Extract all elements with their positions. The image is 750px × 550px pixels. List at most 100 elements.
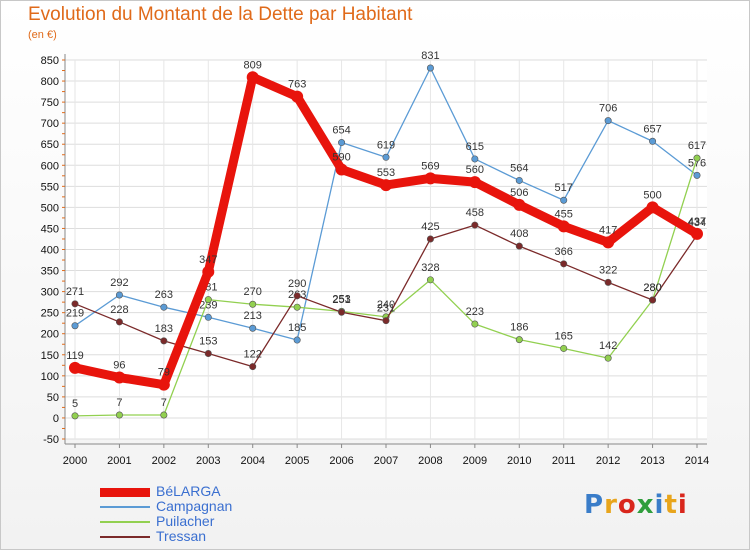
- data-label: 7: [116, 397, 122, 409]
- data-point: [468, 176, 481, 189]
- data-point: [204, 313, 212, 321]
- data-label: 657: [643, 123, 661, 135]
- x-tick-label: 2006: [329, 455, 353, 467]
- data-point: [160, 411, 168, 419]
- x-tick-label: 2013: [640, 455, 664, 467]
- data-point: [471, 320, 479, 328]
- data-label: 322: [599, 264, 617, 276]
- x-tick-label: 2012: [596, 455, 620, 467]
- logo-letter: i: [677, 490, 688, 520]
- x-tick-label: 2002: [152, 455, 176, 467]
- data-point: [382, 153, 390, 161]
- x-tick-label: 2011: [552, 455, 576, 467]
- x-tick-label: 2001: [107, 455, 131, 467]
- data-label: 590: [332, 151, 350, 163]
- data-label: 458: [466, 207, 484, 219]
- data-point: [604, 354, 612, 362]
- data-label: 79: [158, 367, 170, 379]
- data-label: 654: [332, 125, 350, 137]
- data-label: 271: [66, 286, 84, 298]
- data-point: [249, 324, 257, 332]
- data-point: [380, 179, 392, 192]
- y-tick-label: 50: [47, 392, 59, 404]
- y-tick-label: 750: [41, 97, 59, 109]
- logo-letter: o: [617, 490, 637, 520]
- y-tick-label: 350: [41, 266, 59, 278]
- y-tick-label: -50: [43, 434, 59, 446]
- data-point: [693, 154, 701, 162]
- y-tick-label: 0: [53, 413, 59, 425]
- data-label: 280: [643, 282, 661, 294]
- data-point: [115, 291, 123, 299]
- data-label: 706: [599, 103, 617, 115]
- logo-letter: r: [604, 490, 618, 520]
- data-point: [557, 220, 570, 233]
- data-point: [249, 300, 257, 308]
- y-tick-label: 400: [41, 245, 59, 257]
- legend-swatch: [100, 506, 150, 508]
- x-tick-label: 2014: [685, 455, 709, 467]
- data-label: 240: [377, 299, 395, 311]
- data-point: [649, 296, 657, 304]
- y-tick-label: 200: [41, 329, 59, 341]
- data-label: 186: [510, 322, 528, 334]
- x-tick-label: 2007: [374, 455, 398, 467]
- data-point: [604, 278, 612, 286]
- data-point: [204, 296, 212, 304]
- data-label: 517: [555, 182, 573, 194]
- data-label: 437: [688, 216, 706, 228]
- data-label: 569: [421, 160, 439, 172]
- data-point: [382, 317, 390, 325]
- data-label: 96: [113, 360, 125, 372]
- data-point: [515, 336, 523, 344]
- y-tick-label: 100: [41, 371, 59, 383]
- data-label: 142: [599, 340, 617, 352]
- data-label: 122: [244, 349, 262, 361]
- logo-letter: x: [636, 490, 655, 520]
- x-tick-label: 2008: [418, 455, 442, 467]
- data-label: 7: [161, 397, 167, 409]
- data-point: [157, 378, 170, 391]
- data-point: [515, 242, 523, 250]
- data-point: [160, 303, 168, 311]
- data-label: 228: [110, 304, 128, 316]
- data-label: 425: [421, 221, 439, 233]
- data-point: [115, 411, 123, 419]
- data-label: 183: [155, 323, 173, 335]
- data-point: [71, 412, 79, 420]
- data-point: [249, 363, 257, 371]
- data-point: [424, 172, 437, 185]
- data-label: 239: [199, 299, 217, 311]
- data-label: 553: [377, 167, 395, 179]
- logo-letter: i: [654, 490, 665, 520]
- data-label: 619: [377, 139, 395, 151]
- data-label: 290: [288, 278, 306, 290]
- data-label: 253: [332, 293, 350, 305]
- data-label: 223: [466, 306, 484, 318]
- data-label: 347: [199, 254, 217, 266]
- data-point: [513, 198, 526, 211]
- data-label: 328: [421, 262, 439, 274]
- data-point: [115, 318, 123, 326]
- data-point: [560, 196, 568, 204]
- data-point: [602, 236, 615, 249]
- x-tick-label: 2010: [507, 455, 531, 467]
- logo-letter: P: [584, 490, 605, 520]
- data-label: 5: [72, 398, 78, 410]
- x-tick-label: 2004: [240, 455, 264, 467]
- data-label: 417: [599, 224, 617, 236]
- data-label: 831: [421, 50, 439, 62]
- data-label: 615: [466, 141, 484, 153]
- data-label: 219: [66, 308, 84, 320]
- legend-label: Tressan: [156, 528, 207, 544]
- y-tick-label: 700: [41, 118, 59, 130]
- data-label: 564: [510, 162, 528, 174]
- data-label: 292: [110, 277, 128, 289]
- data-label: 366: [555, 246, 573, 258]
- y-tick-label: 500: [41, 202, 59, 214]
- data-point: [69, 361, 81, 374]
- y-tick-label: 300: [41, 287, 59, 299]
- data-label: 560: [466, 164, 484, 176]
- data-label: 165: [555, 330, 573, 342]
